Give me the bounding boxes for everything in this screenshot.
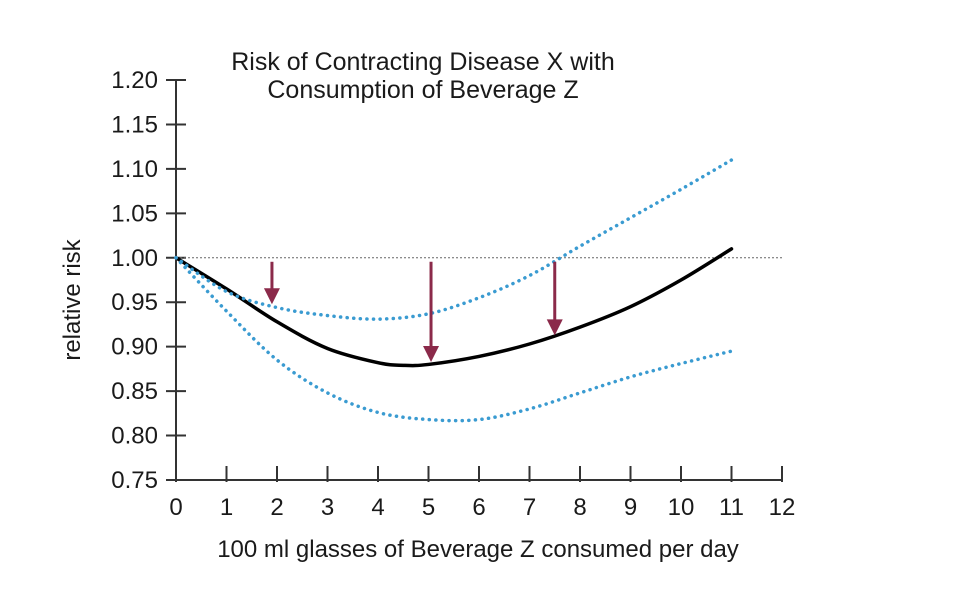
chart-title-line-2: Consumption of Beverage Z [267, 76, 578, 104]
y-axis-label: relative risk [59, 238, 86, 360]
chart-title-line-1: Risk of Contracting Disease X with [231, 48, 614, 76]
y-tick-label: 1.10 [111, 156, 158, 183]
x-tick-label: 12 [769, 494, 796, 521]
x-axis-label: 100 ml glasses of Beverage Z consumed pe… [217, 536, 739, 563]
x-tick-label: 7 [523, 494, 536, 521]
y-tick-label: 0.95 [111, 289, 158, 316]
series-line-lower-bound [174, 256, 734, 423]
chart-title: Risk of Contracting Disease X with Consu… [231, 48, 614, 104]
y-tick-label: 1.15 [111, 111, 158, 138]
x-tick-label: 2 [270, 494, 283, 521]
x-tick-label: 8 [573, 494, 586, 521]
x-tick-label: 0 [169, 494, 182, 521]
y-tick-label: 0.80 [111, 423, 158, 450]
series-line-upper-bound [174, 158, 734, 321]
y-tick-label: 0.85 [111, 378, 158, 405]
x-tick-label: 6 [472, 494, 485, 521]
x-tick-label: 4 [371, 494, 384, 521]
annotation-arrow-head [423, 346, 440, 362]
x-tick-label: 1 [220, 494, 233, 521]
y-tick-label: 0.75 [111, 467, 158, 494]
plot-area: 0.75 0.80 0.85 0.90 0.95 1.00 1.05 1.10 1.15 1.20… [111, 67, 795, 521]
x-tick-label: 11 [719, 494, 744, 521]
y-tick-label: 1.20 [111, 67, 158, 94]
x-tick-label: 5 [422, 494, 435, 521]
y-tick-label: 0.90 [111, 334, 158, 361]
y-tick-label: 1.05 [111, 200, 158, 227]
x-tick-label: 9 [624, 494, 637, 521]
x-tick-label: 3 [321, 494, 334, 521]
x-tick-label: 10 [668, 494, 695, 521]
y-tick-label: 1.00 [111, 245, 158, 272]
annotation-arrow-head [546, 319, 563, 336]
series-line-estimate [174, 247, 734, 368]
annotation-arrow-head [263, 288, 280, 305]
